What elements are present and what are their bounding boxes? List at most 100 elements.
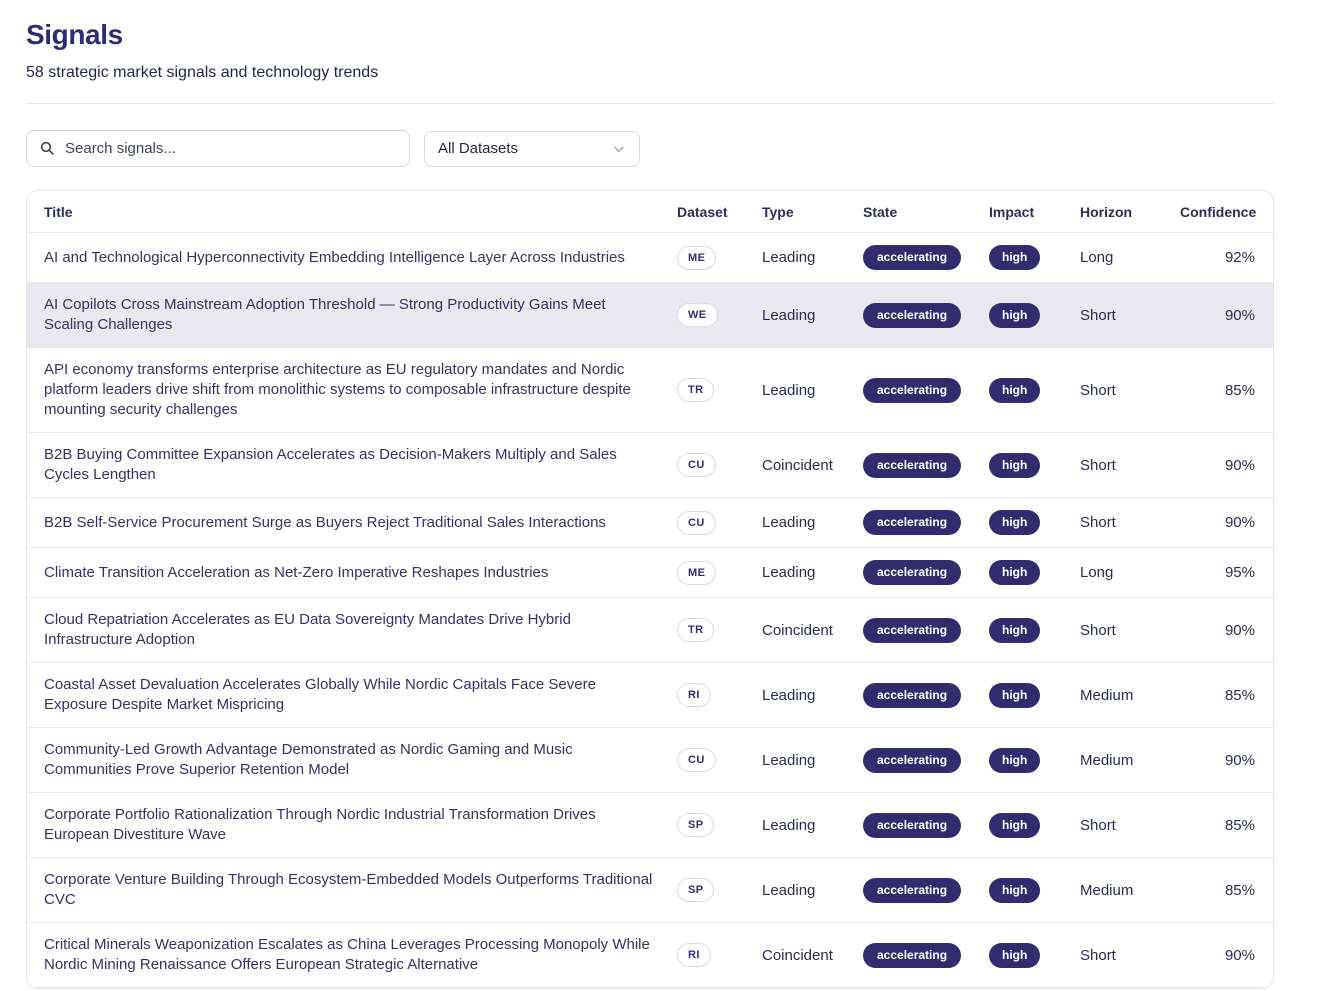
horizon-cell: Short (1080, 456, 1116, 474)
state-badge: accelerating (863, 452, 962, 478)
impact-cell: high (989, 923, 1080, 988)
state-badge: accelerating (863, 617, 962, 643)
dataset-cell: RI (677, 923, 762, 988)
impact-badge: high (989, 452, 1041, 478)
confidence-cell: 90% (1224, 456, 1255, 474)
header-divider (26, 103, 1274, 104)
horizon-cell: Short (1080, 816, 1116, 834)
search-input[interactable] (26, 130, 410, 167)
state-badge: accelerating (863, 377, 962, 403)
dataset-cell: CU (677, 433, 762, 498)
confidence-cell: 85% (1224, 381, 1255, 399)
impact-cell: high (989, 233, 1080, 283)
dataset-cell: CU (677, 728, 762, 793)
state-badge: accelerating (863, 560, 962, 585)
impact-badge: high (989, 747, 1041, 773)
type-cell: Coincident (762, 946, 833, 964)
table-row[interactable]: Critical Minerals Weaponization Escalate… (27, 923, 1273, 988)
dataset-badge: ME (677, 245, 717, 270)
horizon-cell: Long (1080, 249, 1114, 266)
type-cell: Leading (762, 751, 816, 769)
signals-table: Title Dataset Type State Impact Horizon … (27, 191, 1273, 988)
signal-title: AI and Technological Hyperconnectivity E… (44, 248, 625, 266)
type-cell: Coincident (762, 456, 833, 474)
impact-badge: high (989, 877, 1041, 903)
table-header: Title Dataset Type State Impact Horizon … (27, 191, 1273, 233)
table-row[interactable]: Corporate Portfolio Rationalization Thro… (27, 793, 1273, 858)
horizon-cell: Short (1080, 381, 1116, 399)
dataset-cell: SP (677, 858, 762, 923)
table-row[interactable]: B2B Self-Service Procurement Surge as Bu… (27, 498, 1273, 548)
state-cell: accelerating (863, 858, 989, 923)
signal-title: Corporate Portfolio Rationalization Thro… (44, 806, 596, 843)
dataset-cell: WE (677, 283, 762, 348)
horizon-cell: Medium (1080, 881, 1134, 899)
table-row[interactable]: API economy transforms enterprise archit… (27, 348, 1273, 433)
dataset-badge: ME (677, 560, 717, 585)
table-header-row: Title Dataset Type State Impact Horizon … (27, 191, 1273, 233)
confidence-cell: 85% (1224, 881, 1255, 899)
signal-title: AI Copilots Cross Mainstream Adoption Th… (44, 296, 606, 333)
dataset-badge: SP (677, 813, 715, 837)
signal-title: B2B Buying Committee Expansion Accelerat… (44, 446, 617, 483)
dataset-badge: TR (677, 378, 715, 402)
confidence-cell: 90% (1224, 946, 1255, 964)
state-cell: accelerating (863, 728, 989, 793)
table-row[interactable]: Climate Transition Acceleration as Net-Z… (27, 548, 1273, 598)
state-badge: accelerating (863, 302, 962, 328)
table-row[interactable]: Coastal Asset Devaluation Accelerates Gl… (27, 663, 1273, 728)
state-badge: accelerating (863, 682, 962, 708)
dataset-badge: CU (677, 510, 716, 535)
dataset-cell: TR (677, 598, 762, 663)
state-badge: accelerating (863, 877, 962, 903)
table-row[interactable]: AI Copilots Cross Mainstream Adoption Th… (27, 282, 1273, 348)
state-cell: accelerating (863, 598, 989, 663)
table-row[interactable]: Cloud Repatriation Accelerates as EU Dat… (27, 598, 1273, 663)
confidence-cell: 90% (1224, 306, 1255, 324)
search-box (26, 130, 410, 167)
table-row[interactable]: Community-Led Growth Advantage Demonstra… (27, 728, 1273, 793)
impact-cell: high (989, 498, 1080, 548)
impact-badge: high (989, 682, 1041, 708)
confidence-cell: 90% (1224, 514, 1255, 531)
confidence-cell: 90% (1224, 621, 1255, 639)
impact-cell: high (989, 858, 1080, 923)
column-header-confidence: Confidence (1180, 191, 1273, 233)
type-cell: Leading (762, 686, 816, 704)
column-header-horizon: Horizon (1080, 191, 1180, 233)
impact-badge: high (989, 245, 1041, 270)
state-cell: accelerating (863, 548, 989, 598)
dataset-cell: ME (677, 548, 762, 598)
table-row[interactable]: AI and Technological Hyperconnectivity E… (27, 233, 1273, 283)
type-cell: Leading (762, 514, 816, 531)
horizon-cell: Medium (1080, 686, 1134, 704)
state-cell: accelerating (863, 663, 989, 728)
state-badge: accelerating (863, 942, 962, 968)
dataset-badge: CU (677, 748, 716, 772)
type-cell: Leading (762, 564, 816, 581)
horizon-cell: Long (1080, 564, 1114, 581)
table-row[interactable]: Corporate Venture Building Through Ecosy… (27, 858, 1273, 923)
chevron-down-icon (614, 146, 624, 152)
signals-table-card: Title Dataset Type State Impact Horizon … (26, 190, 1274, 989)
impact-cell: high (989, 348, 1080, 433)
type-cell: Leading (762, 249, 816, 266)
dataset-cell: TR (677, 348, 762, 433)
state-cell: accelerating (863, 923, 989, 988)
state-cell: accelerating (863, 283, 989, 348)
impact-badge: high (989, 510, 1041, 535)
type-cell: Leading (762, 816, 816, 834)
impact-cell: high (989, 598, 1080, 663)
state-cell: accelerating (863, 793, 989, 858)
impact-badge: high (989, 377, 1041, 403)
impact-badge: high (989, 942, 1041, 968)
horizon-cell: Short (1080, 306, 1116, 324)
confidence-cell: 92% (1224, 249, 1255, 266)
signal-title: Climate Transition Acceleration as Net-Z… (44, 563, 549, 581)
dataset-filter-dropdown[interactable]: All Datasets (424, 130, 640, 167)
dataset-cell: SP (677, 793, 762, 858)
impact-badge: high (989, 560, 1041, 585)
table-row[interactable]: B2B Buying Committee Expansion Accelerat… (27, 433, 1273, 498)
state-cell: accelerating (863, 233, 989, 283)
dataset-filter-value: All Datasets (438, 140, 519, 157)
